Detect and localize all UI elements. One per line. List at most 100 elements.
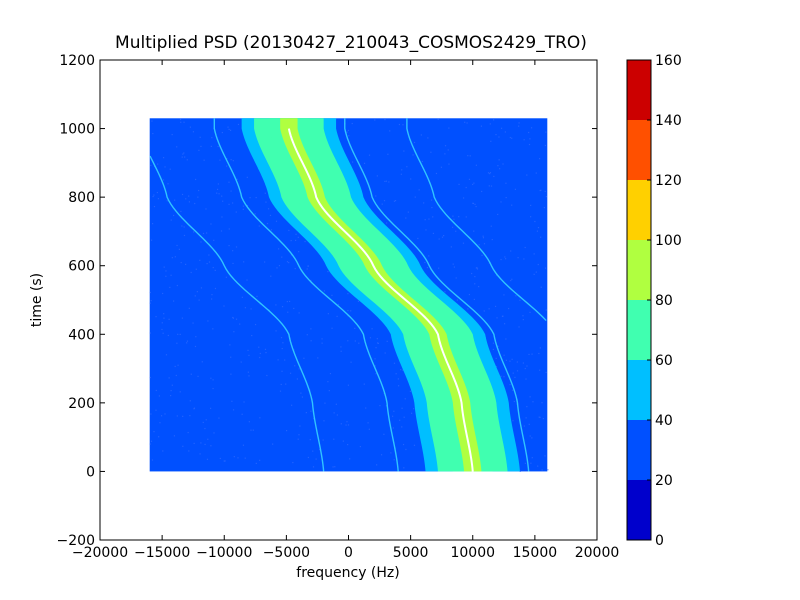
noise-pixel	[388, 181, 390, 183]
noise-pixel	[297, 236, 299, 238]
noise-pixel	[505, 258, 507, 260]
noise-pixel	[544, 190, 546, 193]
noise-pixel	[385, 222, 388, 224]
noise-pixel	[285, 383, 287, 385]
noise-pixel	[398, 385, 400, 387]
noise-pixel	[518, 125, 520, 127]
noise-pixel	[162, 450, 164, 452]
colorbar-segment	[627, 420, 651, 480]
noise-pixel	[194, 202, 196, 205]
noise-pixel	[423, 202, 425, 204]
y-tick-label: 800	[68, 190, 95, 206]
noise-pixel	[177, 333, 179, 335]
noise-pixel	[448, 163, 450, 165]
colorbar-axis: 0 20 40 60 80 100 120 140 160	[647, 53, 682, 549]
noise-pixel	[346, 131, 348, 133]
noise-pixel	[376, 464, 378, 466]
noise-pixel	[258, 346, 260, 348]
noise-pixel	[193, 408, 195, 410]
noise-pixel	[497, 345, 499, 347]
noise-pixel	[526, 406, 528, 408]
noise-pixel	[194, 295, 196, 297]
noise-pixel	[176, 415, 178, 417]
noise-pixel	[246, 176, 248, 178]
noise-pixel	[232, 160, 234, 162]
noise-pixel	[228, 228, 230, 230]
noise-pixel	[466, 122, 468, 124]
noise-pixel	[512, 389, 514, 391]
noise-pixel	[412, 154, 414, 156]
noise-pixel	[150, 300, 152, 302]
noise-pixel	[176, 284, 178, 287]
y-tick-label: 1000	[59, 122, 95, 138]
noise-pixel	[398, 123, 401, 126]
noise-pixel	[275, 330, 277, 332]
colorbar-segment	[627, 180, 651, 240]
noise-pixel	[493, 119, 495, 121]
noise-pixel	[168, 318, 170, 320]
noise-pixel	[467, 308, 469, 310]
noise-pixel	[213, 239, 215, 241]
noise-pixel	[354, 340, 356, 342]
noise-pixel	[181, 225, 183, 227]
noise-pixel	[402, 124, 404, 126]
noise-pixel	[186, 340, 189, 342]
noise-pixel	[275, 220, 278, 222]
noise-pixel	[539, 189, 541, 192]
noise-pixel	[509, 136, 511, 139]
noise-pixel	[195, 336, 197, 338]
noise-pixel	[323, 290, 326, 292]
noise-pixel	[528, 423, 530, 425]
harmonic-curve-1	[213, 118, 399, 472]
noise-pixel	[495, 366, 498, 368]
noise-pixel	[306, 334, 308, 336]
noise-pixel	[377, 342, 379, 345]
noise-pixel	[149, 302, 151, 304]
colorbar-segment	[627, 240, 651, 300]
noise-pixel	[482, 237, 485, 239]
noise-pixel	[492, 342, 495, 344]
noise-pixel	[547, 469, 549, 471]
noise-pixel	[152, 132, 154, 135]
noise-pixel	[177, 364, 179, 366]
noise-pixel	[511, 278, 513, 280]
noise-pixel	[525, 378, 527, 380]
noise-pixel	[410, 412, 413, 414]
noise-pixel	[192, 131, 195, 133]
noise-pixel	[456, 299, 459, 301]
noise-pixel	[153, 205, 156, 208]
noise-pixel	[269, 214, 272, 217]
noise-pixel	[473, 298, 475, 301]
noise-pixel	[212, 387, 214, 390]
noise-pixel	[438, 238, 440, 240]
noise-pixel	[317, 357, 319, 359]
noise-pixel	[171, 133, 173, 136]
noise-pixel	[170, 274, 172, 276]
colorbar-tick-label: 80	[655, 293, 673, 309]
noise-pixel	[334, 466, 336, 468]
noise-pixel	[375, 373, 377, 375]
noise-pixel	[221, 195, 223, 197]
noise-pixel	[501, 315, 504, 317]
colorbar-segment	[627, 300, 651, 360]
noise-pixel	[444, 291, 446, 293]
noise-pixel	[413, 444, 416, 446]
noise-pixel	[179, 118, 182, 121]
noise-pixel	[244, 307, 247, 309]
noise-pixel	[318, 449, 321, 451]
noise-pixel	[223, 460, 225, 462]
noise-pixel	[184, 156, 186, 158]
noise-pixel	[290, 239, 292, 242]
noise-pixel	[443, 234, 445, 237]
noise-pixel	[510, 279, 512, 282]
noise-pixel	[483, 243, 486, 245]
y-tick-label: 600	[68, 259, 95, 275]
noise-pixel	[242, 205, 244, 207]
noise-pixel	[241, 296, 243, 298]
noise-pixel	[387, 153, 389, 155]
noise-pixel	[309, 439, 311, 441]
y-tick-label: 0	[86, 464, 95, 480]
noise-pixel	[242, 208, 244, 210]
noise-pixel	[172, 300, 175, 302]
noise-pixel	[473, 230, 475, 232]
